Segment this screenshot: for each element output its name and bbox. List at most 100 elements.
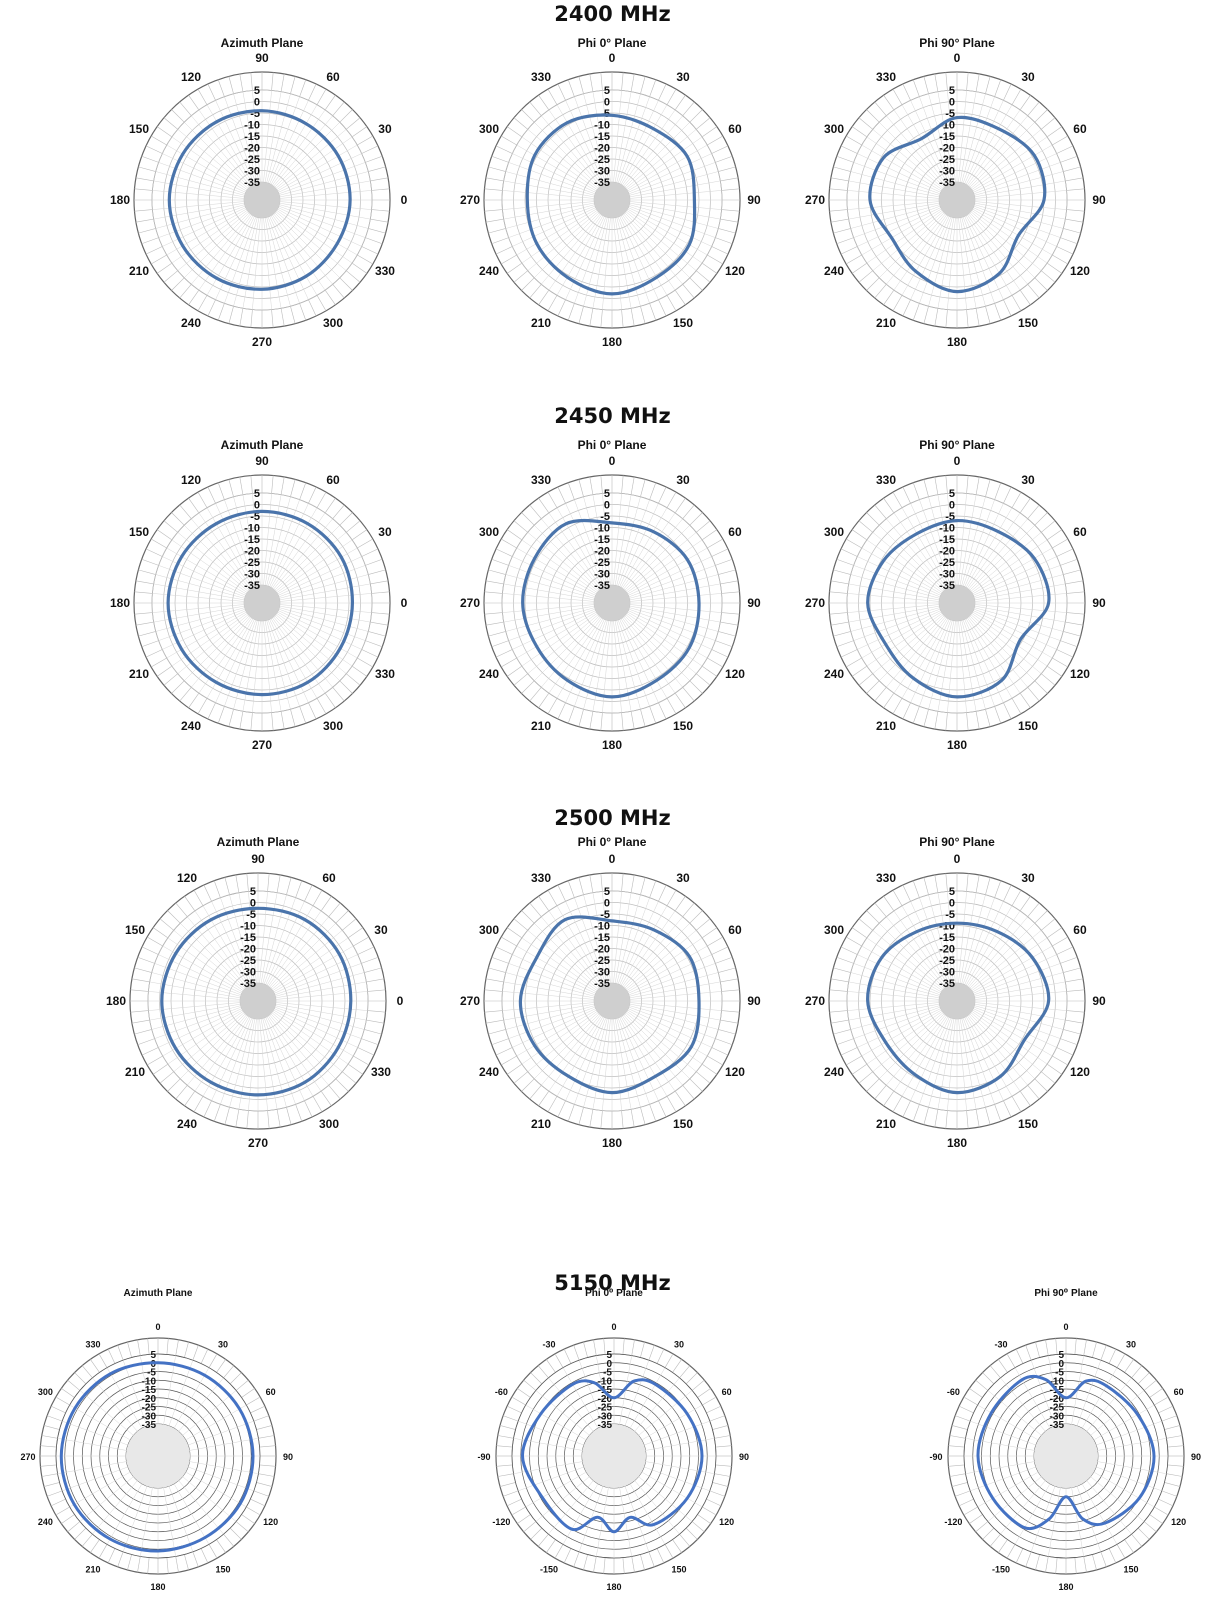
tick-mark	[658, 884, 667, 902]
tick-mark	[701, 529, 718, 541]
spoke	[977, 1471, 1039, 1508]
angle-tick-label: 180	[947, 738, 967, 752]
angle-tick-label: 120	[719, 1517, 734, 1527]
tick-mark	[246, 1506, 261, 1516]
spoke	[541, 213, 601, 285]
spoke	[619, 503, 659, 587]
spoke	[937, 620, 955, 712]
tick-mark	[538, 895, 550, 912]
spoke	[861, 144, 942, 192]
spoke	[171, 539, 248, 593]
angle-tick-label: -150	[992, 1565, 1010, 1575]
tick-mark	[90, 1359, 100, 1373]
tick-mark	[517, 1514, 531, 1524]
tick-mark	[229, 1527, 242, 1540]
tick-mark	[998, 1539, 1008, 1553]
tick-mark	[851, 529, 868, 541]
tick-mark	[845, 538, 862, 549]
spoke	[973, 556, 1057, 596]
spoke	[269, 100, 309, 184]
spoke	[962, 1017, 995, 1105]
angle-tick-label: 150	[1018, 719, 1038, 733]
tick-mark	[600, 1110, 603, 1129]
tick-mark	[500, 135, 517, 146]
angle-tick-label: 270	[20, 1452, 35, 1462]
spoke	[224, 96, 257, 184]
tick-mark	[706, 1498, 722, 1507]
spoke	[629, 1483, 666, 1545]
angle-tick-label: -60	[947, 1387, 960, 1397]
angle-tick-label: 0	[954, 51, 961, 65]
tick-mark	[833, 166, 851, 172]
tick-mark	[640, 1341, 645, 1358]
angle-tick-label: 270	[252, 738, 272, 752]
tick-mark	[1052, 135, 1069, 146]
tick-mark	[179, 284, 192, 299]
spoke	[158, 205, 246, 238]
spoke	[191, 213, 251, 285]
spoke	[185, 1471, 247, 1508]
tick-mark	[833, 631, 851, 637]
tick-mark	[833, 1029, 851, 1035]
tick-mark	[131, 1019, 150, 1024]
spoke	[238, 892, 256, 984]
tick-mark	[163, 270, 178, 283]
tick-mark	[951, 1425, 968, 1430]
tick-mark	[982, 1527, 995, 1540]
angle-tick-label: -60	[495, 1387, 508, 1397]
tick-mark	[649, 303, 657, 321]
spoke	[562, 1483, 599, 1545]
tick-mark	[1052, 254, 1069, 265]
tick-mark	[836, 237, 854, 245]
angle-tick-label: 270	[805, 596, 825, 610]
spoke	[971, 937, 1048, 991]
tick-mark	[945, 72, 948, 91]
spoke	[623, 115, 683, 187]
spoke	[628, 565, 716, 598]
spoke	[62, 1466, 129, 1492]
spoke	[645, 1461, 715, 1474]
spoke	[641, 1404, 703, 1441]
angle-tick-label: 330	[531, 70, 551, 84]
tick-mark	[1166, 1435, 1183, 1439]
spoke	[534, 525, 600, 591]
angle-tick-label: 180	[602, 1136, 622, 1150]
spoke	[602, 493, 611, 586]
tick-mark	[217, 79, 225, 97]
tick-mark	[308, 299, 317, 317]
tick-mark	[506, 1405, 522, 1414]
spoke	[269, 503, 309, 587]
spoke	[624, 1360, 650, 1427]
tick-mark	[689, 277, 703, 291]
spoke	[613, 90, 622, 183]
tick-mark	[674, 692, 686, 709]
spoke	[276, 539, 353, 593]
tick-mark	[130, 1010, 149, 1013]
angle-tick-label: 90	[255, 454, 269, 468]
tick-mark	[664, 1353, 674, 1368]
spoke	[267, 499, 300, 587]
tick-mark	[963, 1506, 978, 1516]
tick-mark	[271, 475, 274, 494]
angle-tick-label: 120	[1070, 667, 1090, 681]
tick-mark	[912, 1104, 920, 1122]
spoke	[964, 216, 1004, 300]
tick-mark	[513, 1071, 528, 1084]
spoke	[928, 217, 953, 307]
spoke	[872, 1012, 944, 1072]
spoke	[277, 547, 358, 595]
tick-mark	[1046, 126, 1063, 138]
tick-mark	[308, 83, 317, 101]
spoke	[638, 1476, 693, 1522]
tick-mark	[682, 1085, 695, 1100]
spoke	[965, 215, 1013, 296]
radial-tick-label: -35	[939, 580, 955, 592]
spoke	[503, 605, 595, 623]
spoke	[508, 1006, 596, 1039]
angle-tick-label: 270	[248, 1136, 268, 1150]
spoke	[185, 1404, 247, 1441]
tick-mark	[1056, 1047, 1074, 1056]
polar-chart: 030609012015018021024027030033050-5-10-1…	[805, 454, 1106, 752]
tick-mark	[715, 155, 733, 163]
tick-mark	[239, 476, 244, 495]
